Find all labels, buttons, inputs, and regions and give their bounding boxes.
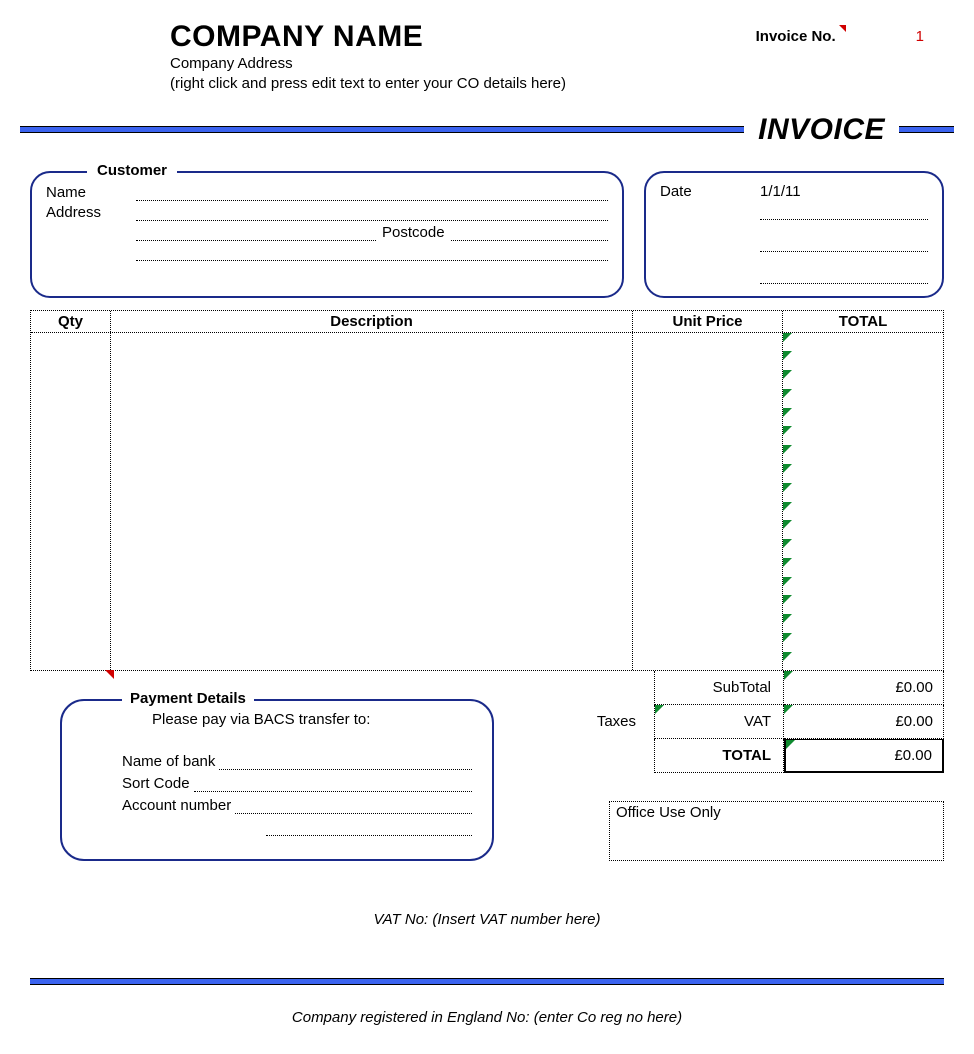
formula-marker-icon bbox=[784, 705, 793, 714]
account-number-label: Account number bbox=[122, 797, 231, 814]
payment-legend: Payment Details bbox=[122, 690, 254, 707]
formula-marker-icon bbox=[655, 705, 664, 714]
customer-box: Customer Name Address Postcode bbox=[30, 171, 624, 298]
rule-left bbox=[20, 126, 744, 133]
taxes-label: Taxes bbox=[504, 713, 654, 730]
customer-address-label: Address bbox=[46, 204, 136, 221]
formula-marker-icon bbox=[783, 351, 792, 360]
invoice-number-block: Invoice No. 1 bbox=[756, 20, 924, 45]
formula-marker-icon bbox=[783, 520, 792, 529]
formula-marker-icon bbox=[783, 502, 792, 511]
unit-column-body[interactable] bbox=[633, 333, 783, 670]
formula-marker-icon bbox=[783, 595, 792, 604]
formula-marker-icon bbox=[783, 539, 792, 548]
date-line1[interactable] bbox=[760, 202, 928, 220]
title-rule: INVOICE bbox=[20, 113, 954, 147]
bank-name-label: Name of bank bbox=[122, 753, 215, 770]
customer-address-input[interactable] bbox=[136, 203, 608, 221]
formula-marker-icon bbox=[783, 652, 792, 661]
formula-marker-icon bbox=[783, 389, 792, 398]
formula-marker-icon bbox=[786, 740, 795, 749]
col-qty: Qty bbox=[31, 311, 111, 332]
date-line2[interactable] bbox=[760, 234, 928, 252]
qty-column-body[interactable] bbox=[31, 333, 111, 670]
customer-name-input[interactable] bbox=[136, 183, 608, 201]
postcode-label: Postcode bbox=[376, 224, 451, 241]
invoice-no-label: Invoice No. bbox=[756, 28, 836, 45]
company-block: COMPANY NAME Company Address (right clic… bbox=[170, 20, 756, 95]
header: COMPANY NAME Company Address (right clic… bbox=[20, 20, 954, 95]
total-column-body[interactable] bbox=[783, 333, 943, 670]
office-use-label: Office Use Only bbox=[616, 804, 721, 821]
date-label: Date bbox=[660, 183, 760, 200]
bottom-rule bbox=[30, 978, 944, 985]
total-label: TOTAL bbox=[654, 739, 784, 773]
sort-code-input[interactable] bbox=[194, 774, 472, 792]
error-marker-icon bbox=[105, 670, 114, 679]
account-number-input[interactable] bbox=[235, 796, 472, 814]
totals-section: SubTotal £0.00 Taxes VAT £0.00 TOTAL £0.… bbox=[494, 671, 944, 861]
items-header: Qty Description Unit Price TOTAL bbox=[31, 311, 943, 332]
customer-legend: Customer bbox=[87, 162, 177, 179]
col-total: TOTAL bbox=[783, 311, 943, 332]
date-box: Date 1/1/11 bbox=[644, 171, 944, 298]
subtotal-label: SubTotal bbox=[654, 671, 784, 705]
total-value: £0.00 bbox=[784, 739, 944, 773]
payment-instruction: Please pay via BACS transfer to: bbox=[122, 711, 472, 728]
formula-marker-icon bbox=[783, 483, 792, 492]
formula-marker-icon bbox=[783, 614, 792, 623]
office-use-box[interactable]: Office Use Only bbox=[609, 801, 944, 861]
vat-label: VAT bbox=[654, 705, 784, 739]
date-line3[interactable] bbox=[760, 266, 928, 284]
vat-number-line[interactable]: VAT No: (Insert VAT number here) bbox=[20, 911, 954, 928]
formula-marker-icon bbox=[783, 464, 792, 473]
date-value[interactable]: 1/1/11 bbox=[760, 183, 860, 200]
invoice-title: INVOICE bbox=[744, 113, 899, 147]
formula-marker-icon bbox=[783, 333, 792, 342]
items-table: Qty Description Unit Price TOTAL bbox=[30, 310, 944, 671]
bank-name-input[interactable] bbox=[219, 752, 472, 770]
invoice-no-value[interactable]: 1 bbox=[916, 28, 924, 45]
formula-marker-icon bbox=[783, 445, 792, 454]
subtotal-value: £0.00 bbox=[784, 671, 944, 705]
payment-details-box: Payment Details Please pay via BACS tran… bbox=[60, 699, 494, 861]
customer-address2-input[interactable] bbox=[136, 223, 376, 241]
col-description: Description bbox=[111, 311, 633, 332]
comment-marker-icon bbox=[839, 25, 846, 32]
payment-extra-input[interactable] bbox=[266, 818, 472, 836]
rule-right bbox=[899, 126, 954, 133]
col-unit-price: Unit Price bbox=[633, 311, 783, 332]
formula-marker-icon bbox=[784, 671, 793, 680]
formula-marker-icon bbox=[783, 558, 792, 567]
formula-marker-icon bbox=[783, 426, 792, 435]
sort-code-label: Sort Code bbox=[122, 775, 190, 792]
customer-name-label: Name bbox=[46, 184, 136, 201]
formula-marker-icon bbox=[783, 577, 792, 586]
vat-value: £0.00 bbox=[784, 705, 944, 739]
company-hint: (right click and press edit text to ente… bbox=[170, 74, 756, 94]
desc-column-body[interactable] bbox=[111, 333, 633, 670]
postcode-input[interactable] bbox=[451, 223, 608, 241]
company-name[interactable]: COMPANY NAME bbox=[170, 20, 756, 54]
customer-address3-input[interactable] bbox=[136, 243, 608, 261]
company-reg-line[interactable]: Company registered in England No: (enter… bbox=[20, 1009, 954, 1026]
formula-marker-icon bbox=[783, 633, 792, 642]
formula-marker-icon bbox=[783, 408, 792, 417]
company-address[interactable]: Company Address bbox=[170, 54, 756, 74]
formula-marker-icon bbox=[783, 370, 792, 379]
items-body[interactable] bbox=[31, 332, 943, 670]
